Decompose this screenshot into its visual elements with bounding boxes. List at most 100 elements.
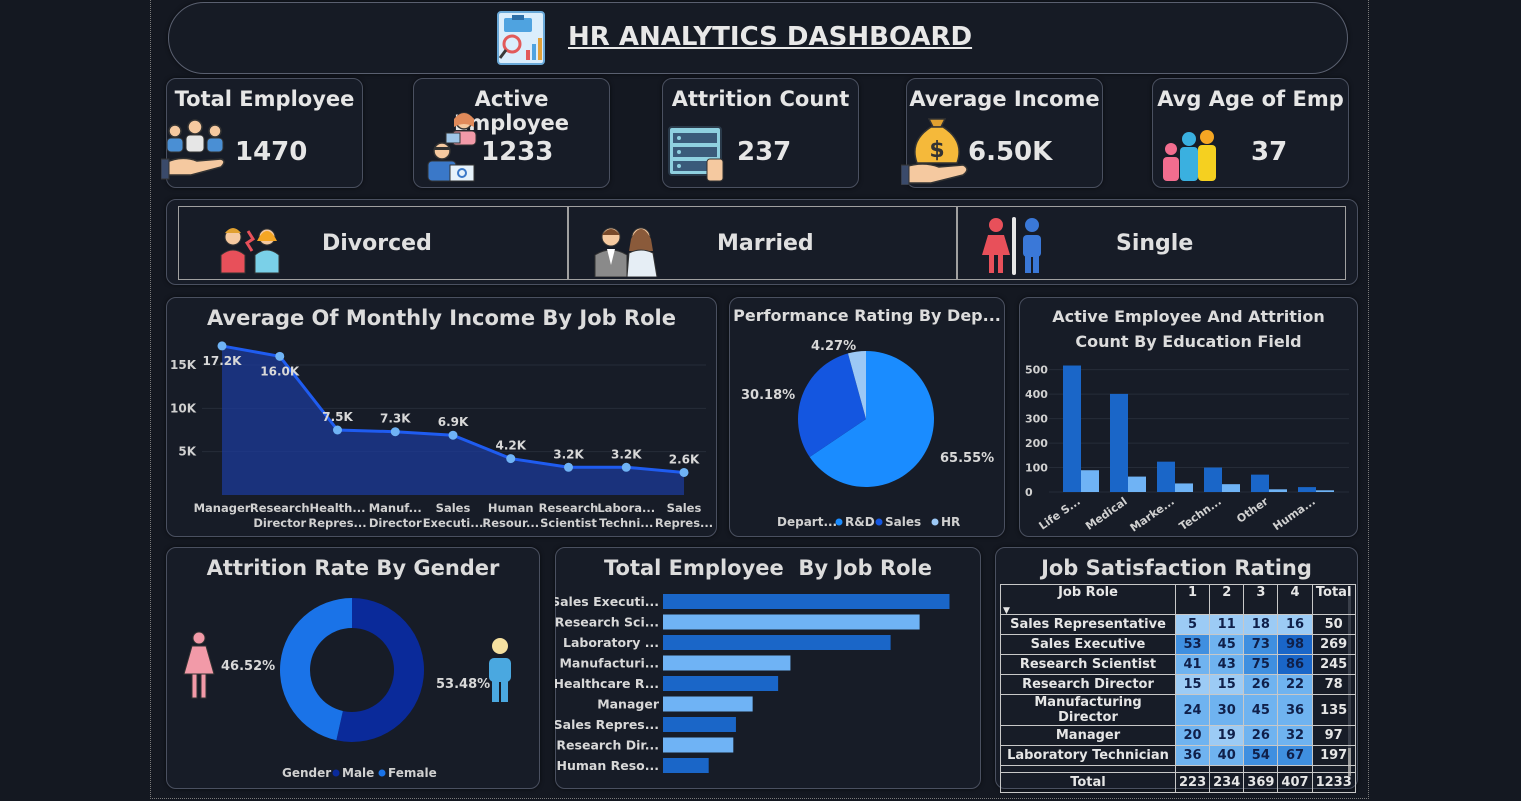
data-label: 2.6K	[669, 452, 700, 466]
legend-title: Depart...	[777, 515, 837, 529]
money-bag-icon: $	[901, 118, 968, 185]
rating-cell: 20	[1174, 725, 1211, 746]
y-tick-label: 15K	[170, 358, 197, 372]
chart-title: Job Satisfaction Rating	[1041, 556, 1312, 580]
data-point	[448, 430, 458, 440]
marital-label: Single	[1116, 231, 1194, 256]
table-row: Manager 20 19 26 32 97	[1000, 725, 1356, 746]
bar	[663, 594, 950, 609]
data-label: 6.9K	[438, 415, 469, 429]
y-tick-label: 400	[1025, 388, 1048, 401]
female-icon	[183, 631, 215, 699]
married-couple-icon	[594, 227, 658, 277]
data-label: 3.2K	[553, 447, 584, 461]
data-point	[275, 351, 285, 361]
chart-title: Attrition Rate By Gender	[206, 556, 500, 580]
job-role-cell: Manager	[1000, 725, 1176, 746]
rating-cell: 98	[1277, 634, 1313, 655]
x-tick-label: Manager	[194, 501, 251, 515]
data-point	[390, 427, 400, 437]
kpi-active-employee: Active Employee 1233	[413, 78, 610, 188]
y-tick-label: Human Reso...	[557, 758, 659, 773]
y-tick-label: 500	[1025, 364, 1048, 377]
legend-entry: R&D	[845, 515, 875, 529]
job-role-cell: Manufacturing Director	[1000, 694, 1176, 726]
x-tick-label: Research Scientist	[539, 501, 599, 530]
header-rating-4[interactable]: 4	[1277, 584, 1313, 615]
y-tick-label: 10K	[170, 401, 197, 415]
x-tick-label: Human Resour...	[482, 501, 539, 530]
active-attrition-by-edu-chart: 0 100 200 300 400 500 Life S... MedicalMarke...…	[1025, 364, 1349, 535]
data-label: 4.27%	[811, 339, 856, 354]
dashboard-frame	[150, 0, 1369, 799]
y-tick-label: Sales Repres...	[555, 717, 659, 732]
y-tick-label: 300	[1025, 413, 1048, 426]
pie-slice	[798, 353, 866, 458]
header-rating-3[interactable]: 3	[1243, 584, 1279, 615]
legend-marker	[931, 518, 939, 526]
chart-title: Average Of Monthly Income By Job Role	[206, 306, 676, 330]
bar	[1269, 489, 1287, 492]
header-rating-1[interactable]: 1	[1174, 584, 1211, 615]
bar	[1063, 365, 1081, 492]
data-point	[679, 467, 689, 477]
data-label: 30.18%	[741, 388, 795, 403]
row-total-cell: 97	[1311, 725, 1356, 746]
x-tick-label: Labora... Techni...	[597, 501, 655, 530]
bar	[1081, 470, 1099, 492]
data-label: 46.52%	[221, 659, 275, 674]
row-total-cell: 50	[1311, 614, 1356, 635]
table-row: Research Director 15 15 26 22 78	[1000, 674, 1356, 695]
sort-arrow-icon[interactable]: ▼	[1003, 606, 1010, 616]
kpi-value: 237	[737, 137, 792, 167]
kpi-value: 37	[1251, 137, 1288, 167]
bar	[663, 758, 709, 773]
rating-cell: 41	[1174, 654, 1211, 675]
rating-cell: 11	[1209, 614, 1245, 635]
rating-cell: 54	[1243, 745, 1279, 766]
income-by-role-chart: 5K 10K 15K 17.2K 16.0K 7.5K 7.3K 6.9K 4.2K 3.2K 3.…	[170, 341, 713, 530]
rating-cell: 19	[1209, 725, 1245, 746]
data-label: 4.2K	[495, 439, 526, 453]
rating-cell: 24	[1174, 694, 1211, 726]
rating-cell: 75	[1243, 654, 1279, 675]
marital-single[interactable]: Single	[957, 206, 1346, 280]
y-tick-label: 200	[1025, 437, 1048, 450]
y-tick-label: Healthcare R...	[555, 676, 659, 691]
rating-cell: 26	[1243, 674, 1279, 695]
x-tick-label: Marke...	[1128, 495, 1177, 535]
x-tick-label: Sales Executi...	[423, 501, 484, 530]
bar	[1175, 483, 1193, 492]
header-rating-2[interactable]: 2	[1209, 584, 1245, 615]
total-cell: 407	[1277, 772, 1313, 793]
bar	[1316, 490, 1334, 492]
kpi-value: 1233	[481, 137, 554, 167]
kpi-label: Total Employee	[174, 87, 355, 111]
legend-entry: Male	[342, 766, 374, 780]
employees-hand-icon	[161, 119, 225, 180]
marital-divorced[interactable]: Divorced	[178, 206, 568, 280]
chart-title: Performance Rating By Dep...	[733, 306, 1001, 325]
y-tick-label: Manager	[597, 697, 660, 712]
row-total-cell: 135	[1311, 694, 1356, 726]
bar	[663, 696, 753, 712]
server-attrition-icon	[668, 126, 724, 182]
header-job-role[interactable]: Job Role ▼	[1000, 584, 1176, 616]
table-row: Sales Representative 5 11 18 16 50	[1000, 614, 1356, 635]
data-label: 17.2K	[203, 354, 243, 368]
kpi-avg-age: Avg Age of Emp 37	[1152, 78, 1349, 188]
attrition-by-gender-card: Attrition Rate By Gender	[166, 547, 540, 789]
kpi-attrition-count: Attrition Count 237	[662, 78, 859, 188]
legend-entry: Female	[388, 766, 437, 780]
pie-slice	[279, 598, 352, 741]
data-label: 3.2K	[611, 447, 642, 461]
grand-total-cell: 1233	[1311, 772, 1356, 793]
x-tick-label: Manuf... Director	[369, 501, 422, 530]
marital-married[interactable]: Married	[568, 206, 957, 280]
y-tick-label: 100	[1025, 462, 1048, 475]
header-total[interactable]: Total	[1311, 584, 1356, 615]
rating-cell: 40	[1209, 745, 1245, 766]
y-tick-label: Research Dir...	[556, 738, 659, 753]
job-role-cell: Research Director	[1000, 674, 1176, 695]
bar	[663, 676, 779, 691]
